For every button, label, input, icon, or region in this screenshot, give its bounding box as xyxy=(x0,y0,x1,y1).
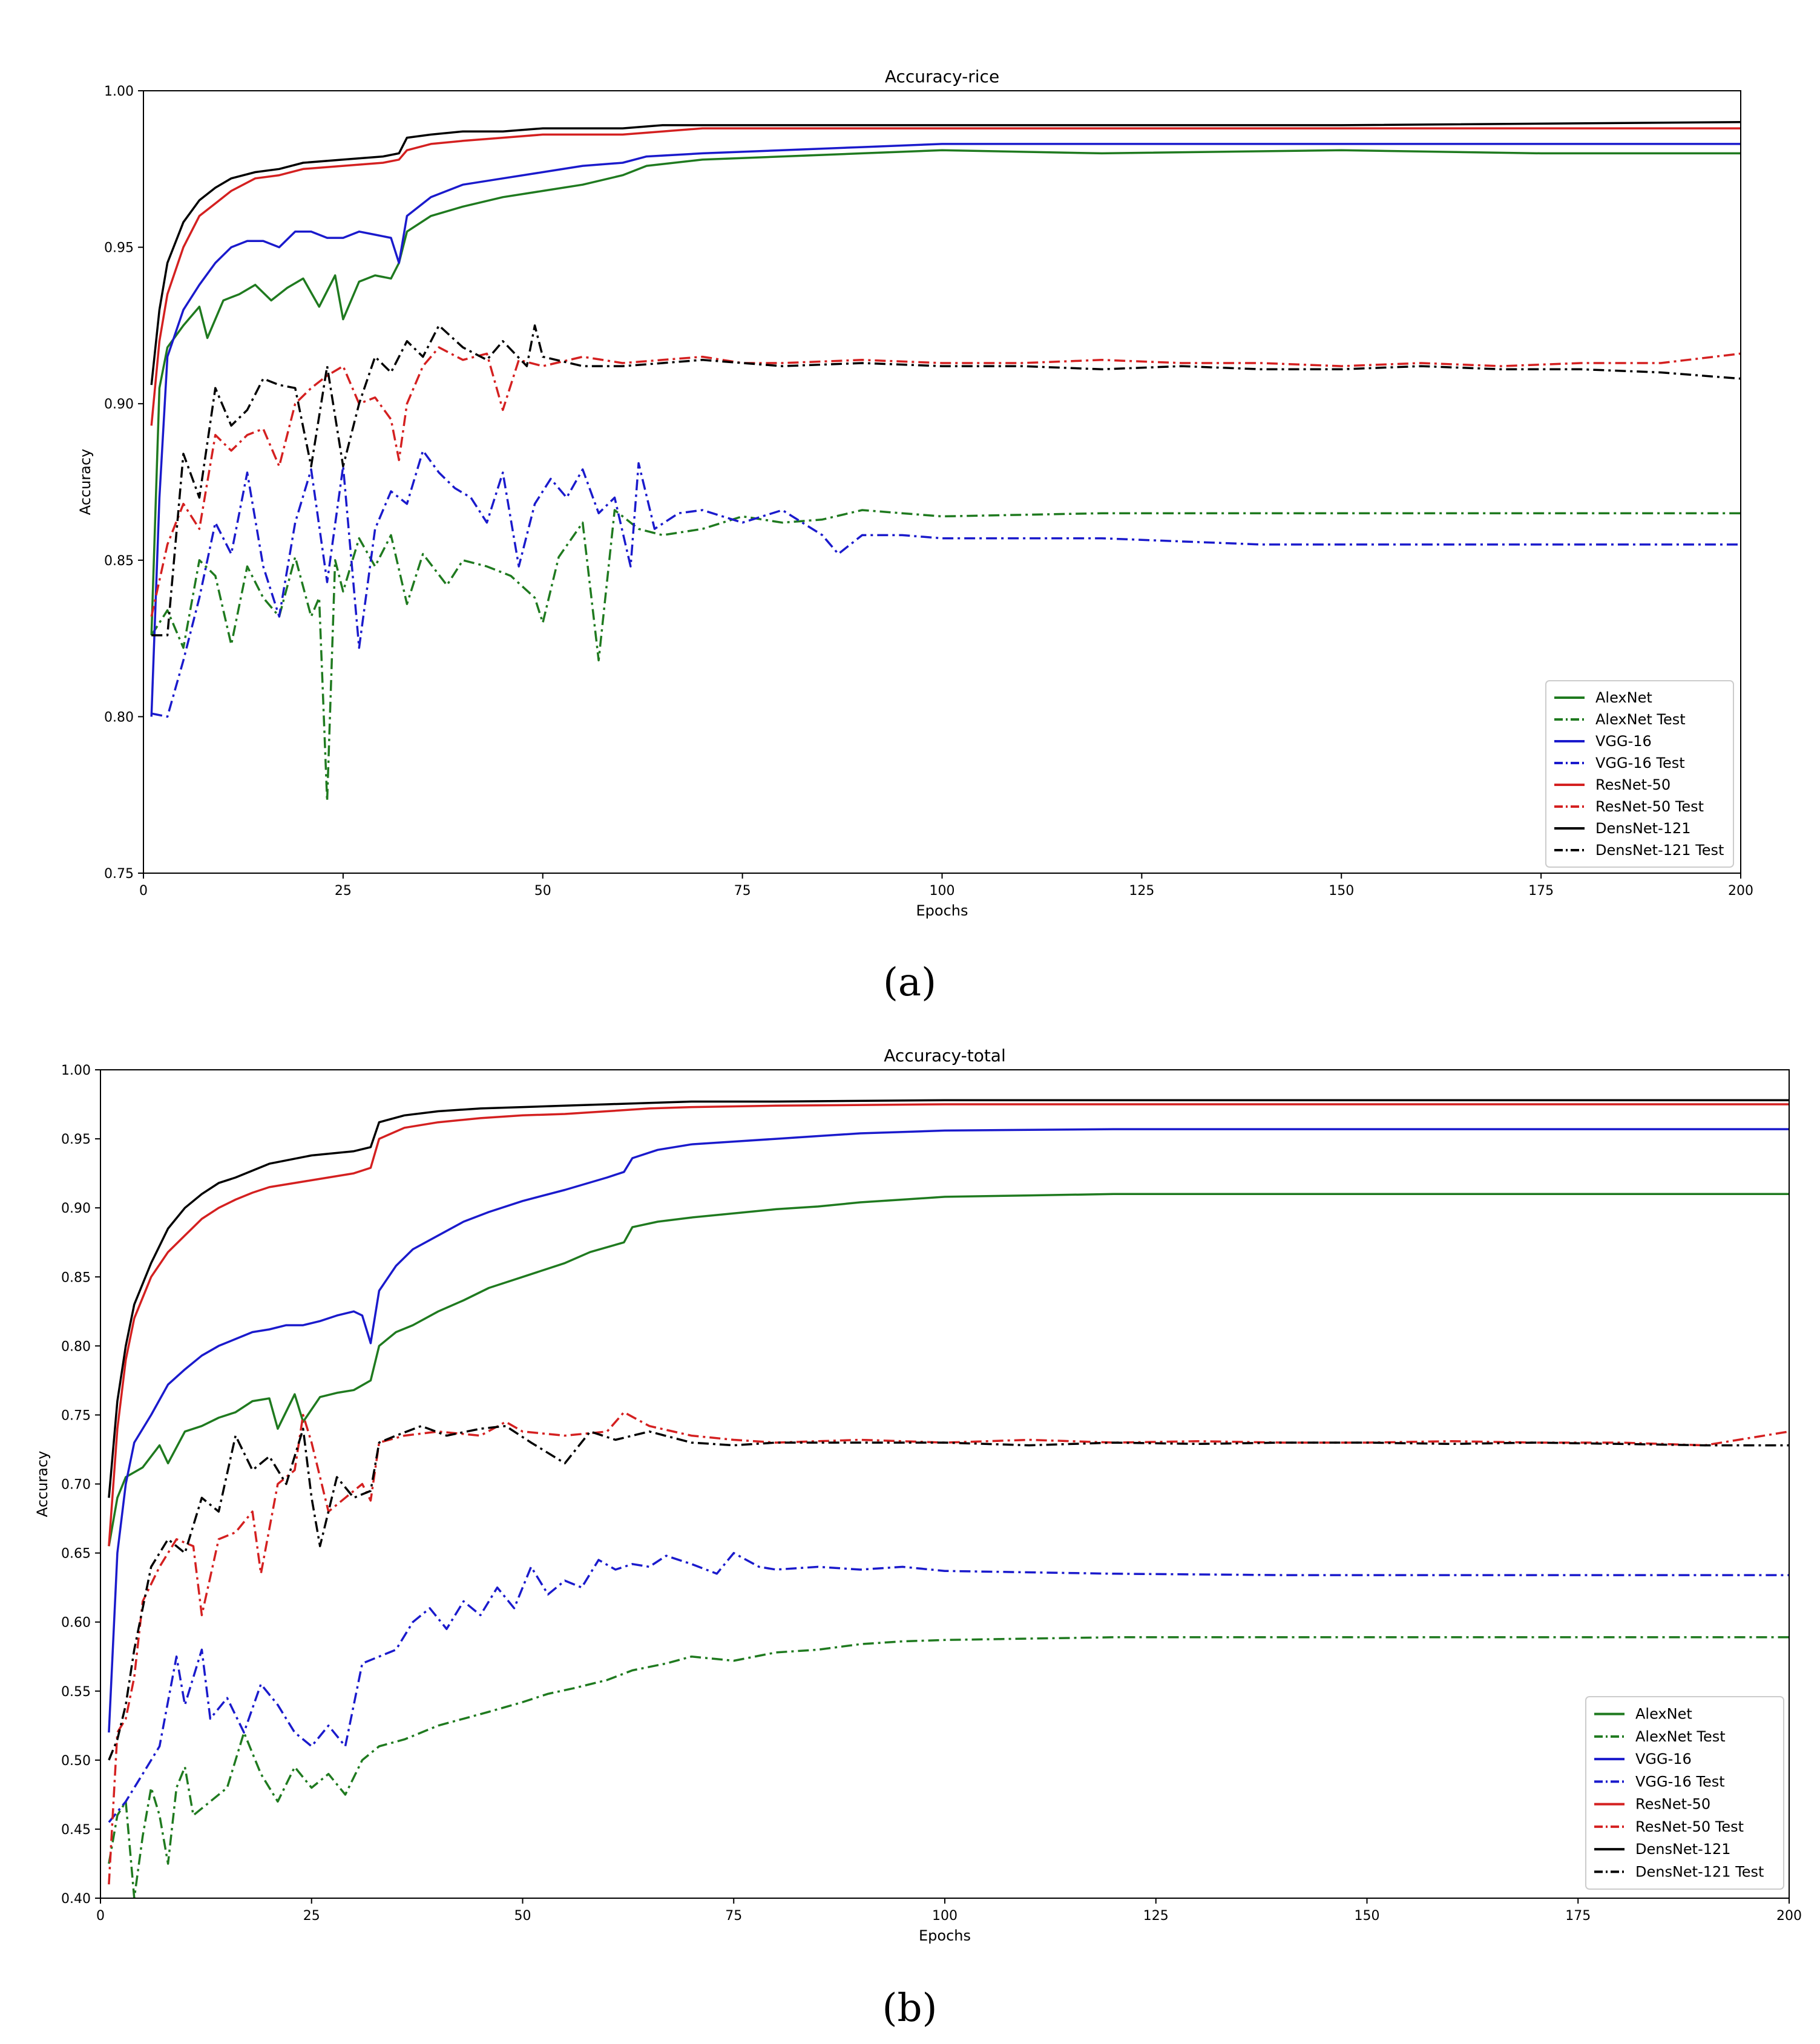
series-line-alexnet xyxy=(150,149,1741,635)
legend-label-alexnet: AlexNet xyxy=(1595,689,1652,706)
legend-label-densnet-121: DensNet-121 xyxy=(1595,820,1691,837)
legend-label-resnet-50: ResNet-50 xyxy=(1635,1796,1710,1813)
panel-label-b: (b) xyxy=(882,1986,938,2031)
y-tick-label: 0.50 xyxy=(61,1754,91,1769)
legend-label-vgg-16: VGG-16 xyxy=(1595,733,1652,750)
y-tick-label: 0.55 xyxy=(61,1685,91,1700)
chart-title: Accuracy-rice xyxy=(885,67,999,87)
x-tick-label: 200 xyxy=(1728,883,1753,899)
panel-label-a: (a) xyxy=(883,960,936,1005)
y-tick-label: 0.70 xyxy=(61,1478,91,1493)
legend-box xyxy=(1585,1696,1784,1890)
series-line-resnet-50-test xyxy=(150,346,1741,617)
legend-label-densnet-121-test: DensNet-121 Test xyxy=(1595,842,1724,859)
legend-label-alexnet: AlexNet xyxy=(1635,1706,1692,1723)
legend-box xyxy=(1545,680,1734,868)
y-axis-label: Accuracy xyxy=(34,1451,51,1518)
y-tick-label: 0.80 xyxy=(104,710,134,725)
series-line-resnet-50 xyxy=(108,1103,1789,1547)
legend: AlexNet AlexNet Test VGG-16 VGG-16 Test ResN… xyxy=(1585,1696,1784,1890)
y-tick-label: 0.65 xyxy=(61,1547,91,1562)
x-tick-label: 25 xyxy=(335,883,352,899)
x-tick-label: 25 xyxy=(303,1908,320,1924)
y-tick-label: 0.45 xyxy=(61,1823,91,1838)
series-line-vgg-16-test xyxy=(108,1551,1789,1823)
x-axis-label: Epochs xyxy=(916,902,968,919)
y-tick-label: 0.75 xyxy=(104,866,134,882)
x-tick-label: 200 xyxy=(1776,1908,1802,1924)
x-tick-label: 0 xyxy=(96,1908,105,1924)
legend-label-vgg-16-test: VGG-16 Test xyxy=(1635,1773,1725,1790)
x-tick-label: 125 xyxy=(1143,1908,1169,1924)
y-tick-label: 0.90 xyxy=(61,1201,91,1216)
series-line-vgg-16 xyxy=(108,1128,1789,1733)
y-tick-label: 0.90 xyxy=(104,397,134,412)
x-tick-label: 50 xyxy=(514,1908,531,1924)
series-line-densnet-121 xyxy=(108,1099,1789,1498)
legend-label-vgg-16-test: VGG-16 Test xyxy=(1595,755,1685,771)
series-line-resnet-50 xyxy=(150,127,1741,426)
x-tick-label: 0 xyxy=(139,883,148,899)
series-line-densnet-121-test xyxy=(151,324,1741,637)
y-axis-label: Accuracy xyxy=(77,449,94,516)
legend-label-vgg-16: VGG-16 xyxy=(1635,1751,1692,1767)
series-line-densnet-121 xyxy=(150,120,1741,385)
x-tick-label: 150 xyxy=(1355,1908,1380,1924)
x-tick-label: 50 xyxy=(534,883,551,899)
y-tick-label: 0.75 xyxy=(61,1408,91,1423)
legend-label-resnet-50-test: ResNet-50 Test xyxy=(1635,1818,1744,1835)
y-tick-label: 0.80 xyxy=(61,1339,91,1354)
legend-label-resnet-50: ResNet-50 xyxy=(1595,776,1671,793)
legend-label-densnet-121-test: DensNet-121 Test xyxy=(1635,1863,1764,1880)
x-axis-label: Epochs xyxy=(919,1927,971,1944)
legend-label-densnet-121: DensNet-121 xyxy=(1635,1841,1731,1858)
y-tick-label: 0.60 xyxy=(61,1616,91,1631)
series-line-alexnet xyxy=(108,1193,1789,1547)
y-tick-label: 0.85 xyxy=(104,554,134,569)
series-line-vgg-16 xyxy=(150,143,1741,717)
legend: AlexNet AlexNet Test VGG-16 VGG-16 Test ResN… xyxy=(1545,680,1734,868)
legend-label-resnet-50-test: ResNet-50 Test xyxy=(1595,798,1704,815)
chart-title: Accuracy-total xyxy=(884,1046,1005,1066)
series-line-alexnet-test xyxy=(108,1636,1789,1898)
series-line-alexnet-test xyxy=(150,509,1741,802)
y-tick-label: 0.95 xyxy=(104,241,134,256)
x-tick-label: 150 xyxy=(1329,883,1354,899)
legend-label-alexnet-test: AlexNet Test xyxy=(1595,711,1686,728)
y-tick-label: 0.40 xyxy=(61,1892,91,1907)
x-tick-label: 100 xyxy=(932,1908,958,1924)
chart-accuracy-rice: Accuracy-rice 0 25 50 75 100 125 150 175 200 0.75 0… xyxy=(77,67,1753,919)
x-tick-label: 175 xyxy=(1565,1908,1591,1924)
x-tick-label: 75 xyxy=(725,1908,742,1924)
x-tick-label: 175 xyxy=(1528,883,1554,899)
y-tick-label: 0.85 xyxy=(61,1270,91,1285)
chart-accuracy-total: Accuracy-total 0 25 50 75 100 125 150 175 200 0.40… xyxy=(34,1046,1802,1944)
legend-label-alexnet-test: AlexNet Test xyxy=(1635,1728,1726,1745)
x-tick-label: 125 xyxy=(1129,883,1154,899)
x-tick-label: 100 xyxy=(930,883,955,899)
y-tick-label: 1.00 xyxy=(104,84,134,99)
y-tick-label: 0.95 xyxy=(61,1132,91,1147)
y-tick-label: 1.00 xyxy=(61,1063,91,1078)
series-line-densnet-121-test xyxy=(108,1424,1789,1761)
series-line-vgg-16-test xyxy=(151,450,1741,718)
x-tick-label: 75 xyxy=(734,883,751,899)
